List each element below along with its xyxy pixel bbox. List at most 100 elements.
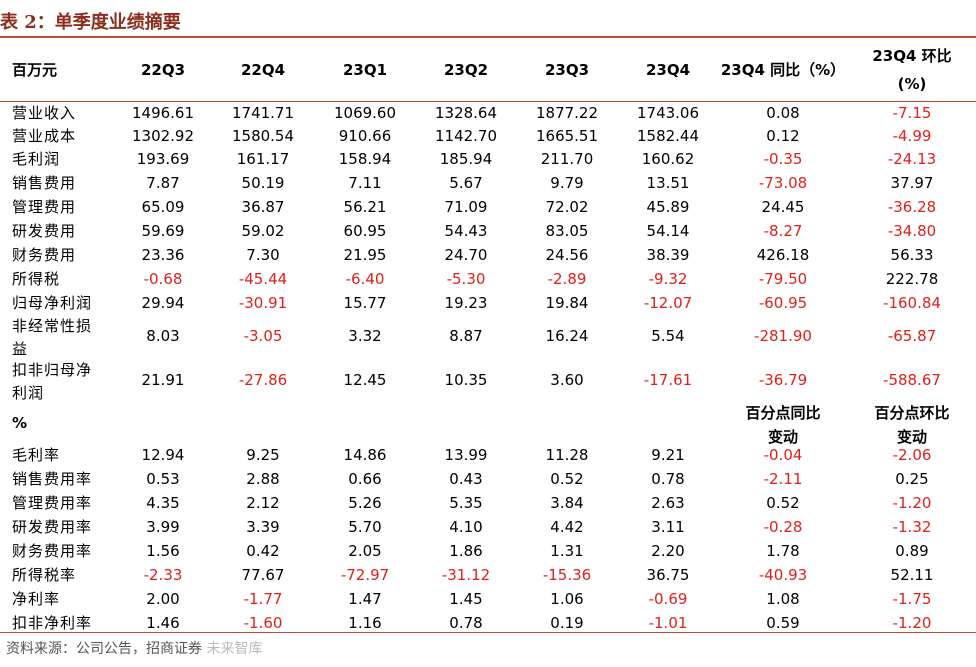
table-cell: 45.89 — [646, 198, 690, 216]
table-bottom-divider — [0, 632, 976, 633]
ratio-cell: 0.78 — [651, 470, 685, 488]
ratio-cell: 0.19 — [550, 614, 584, 632]
title-divider — [0, 36, 976, 38]
table-cell: 29.94 — [141, 294, 185, 312]
ratio-cell: 1.46 — [146, 614, 180, 632]
ratio-cell: 4.35 — [146, 494, 180, 512]
table-cell: -27.86 — [238, 371, 288, 389]
table-cell: 71.09 — [444, 198, 488, 216]
table-cell: 0.12 — [766, 127, 800, 145]
ratio-cell: -15.36 — [542, 566, 592, 584]
ratio-row-label: 净利率 — [12, 590, 61, 608]
table-cell: -36.28 — [887, 198, 937, 216]
row-label: 管理费用 — [12, 198, 77, 216]
ratio-cell: -31.12 — [441, 566, 491, 584]
table-cell: -281.90 — [754, 327, 812, 345]
ratio-cell: -1.77 — [243, 590, 283, 608]
ratio-row-label: 扣非净利率 — [12, 614, 93, 632]
table-cell: -45.44 — [238, 270, 288, 288]
table-cell: -65.87 — [887, 327, 937, 345]
table-cell: 1877.22 — [535, 104, 599, 122]
ratio-row-label: 研发费用率 — [12, 518, 93, 536]
table-cell: -12.07 — [643, 294, 693, 312]
table-cell: 910.66 — [338, 127, 392, 145]
ratio-cell: -1.32 — [892, 518, 932, 536]
column-header-23q2: 23Q2 — [443, 61, 489, 79]
ratio-cell: 4.42 — [550, 518, 584, 536]
table-cell: 5.54 — [651, 327, 685, 345]
column-header-23q4: 23Q4 — [645, 61, 691, 79]
table-cell: -0.35 — [763, 150, 803, 168]
ratio-cell: 2.20 — [651, 542, 685, 560]
table-cell: -0.68 — [143, 270, 183, 288]
table-cell: 1496.61 — [131, 104, 195, 122]
table-cell: 1665.51 — [535, 127, 599, 145]
row-label: 所得税 — [12, 270, 61, 288]
table-cell: -73.08 — [758, 174, 808, 192]
pct-qoq-header: 百分点环比 — [874, 404, 950, 422]
ratio-cell: 13.99 — [444, 446, 488, 464]
table-cell: 59.69 — [141, 222, 185, 240]
table-cell: 160.62 — [641, 150, 695, 168]
ratio-cell: 0.52 — [766, 494, 800, 512]
table-cell: -17.61 — [643, 371, 693, 389]
ratio-cell: 0.59 — [766, 614, 800, 632]
table-cell: 8.03 — [146, 327, 180, 345]
source-text: 资料来源：公司公告，招商证券 — [6, 641, 202, 657]
ratio-row-label: 财务费用率 — [12, 542, 93, 560]
ratio-cell: -1.20 — [892, 614, 932, 632]
pct-qoq-header-line2: 变动 — [896, 428, 928, 446]
table-cell: 21.91 — [141, 371, 185, 389]
table-cell: 60.95 — [343, 222, 387, 240]
ratio-cell: 0.53 — [146, 470, 180, 488]
row-label: 财务费用 — [12, 246, 77, 264]
table-cell: 158.94 — [338, 150, 392, 168]
table-cell: 185.94 — [439, 150, 493, 168]
table-cell: 1582.44 — [636, 127, 700, 145]
row-label-cont: 益 — [12, 340, 29, 358]
table-cell: 36.87 — [241, 198, 285, 216]
ratio-cell: 1.45 — [449, 590, 483, 608]
ratio-cell: 9.21 — [651, 446, 685, 464]
column-header-22q4: 22Q4 — [240, 61, 286, 79]
table-cell: 19.23 — [444, 294, 488, 312]
table-cell: 13.51 — [646, 174, 690, 192]
ratio-cell: 1.78 — [766, 542, 800, 560]
ratio-cell: 1.06 — [550, 590, 584, 608]
row-label: 销售费用 — [12, 174, 77, 192]
table-cell: 1741.71 — [231, 104, 295, 122]
table-cell: 7.30 — [246, 246, 280, 264]
table-cell: 7.11 — [348, 174, 382, 192]
ratio-cell: 5.35 — [449, 494, 483, 512]
table-cell: 3.32 — [348, 327, 382, 345]
ratio-cell: 1.16 — [348, 614, 382, 632]
table-cell: 59.02 — [241, 222, 285, 240]
ratio-cell: -0.28 — [763, 518, 803, 536]
column-header-23q1: 23Q1 — [342, 61, 388, 79]
ratio-cell: 36.75 — [646, 566, 690, 584]
row-label: 归母净利润 — [12, 294, 93, 312]
table-cell: 10.35 — [444, 371, 488, 389]
table-cell: -588.67 — [883, 371, 941, 389]
table-cell: 9.79 — [550, 174, 584, 192]
row-label: 非经常性损 — [12, 317, 93, 335]
ratio-cell: 0.25 — [895, 470, 929, 488]
pct-yoy-header: 百分点同比 — [745, 404, 821, 422]
unit-header: 百万元 — [12, 61, 58, 79]
ratio-cell: 0.66 — [348, 470, 382, 488]
table-cell: -60.95 — [758, 294, 808, 312]
header-divider — [0, 101, 976, 102]
table-cell: -9.32 — [648, 270, 688, 288]
table-cell: 56.33 — [890, 246, 934, 264]
ratio-cell: 4.10 — [449, 518, 483, 536]
table-cell: 222.78 — [885, 270, 939, 288]
table-cell: 24.56 — [545, 246, 589, 264]
ratio-cell: 1.47 — [348, 590, 382, 608]
column-header-23q3: 23Q3 — [544, 61, 590, 79]
ratio-cell: 2.88 — [246, 470, 280, 488]
table-cell: 24.70 — [444, 246, 488, 264]
pct-section-label: % — [12, 414, 28, 432]
row-label: 营业收入 — [12, 104, 77, 122]
ratio-cell: 2.00 — [146, 590, 180, 608]
table-cell: -6.40 — [345, 270, 385, 288]
